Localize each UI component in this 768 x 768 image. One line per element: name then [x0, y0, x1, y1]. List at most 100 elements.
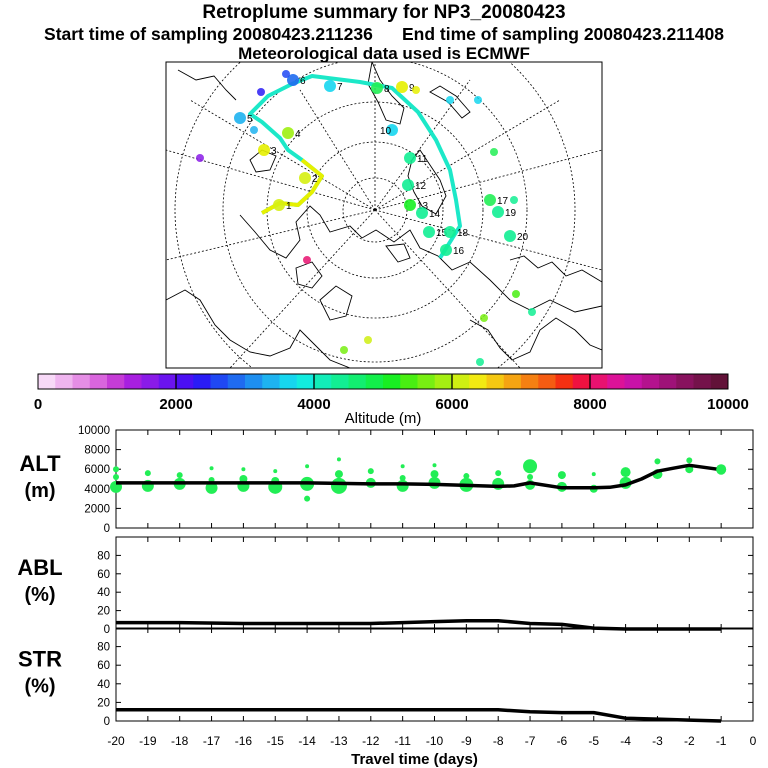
colorbar-segment — [538, 374, 556, 389]
y-tick-label: 0 — [104, 624, 110, 636]
colorbar-segment — [555, 374, 574, 389]
x-tick-label: -14 — [298, 734, 316, 748]
map-day-label-6: 6 — [300, 76, 306, 87]
colorbar-segment — [693, 374, 712, 389]
map-cluster-13 — [404, 199, 416, 211]
x-tick-label: -2 — [684, 734, 695, 748]
map-plume-dot — [303, 256, 311, 264]
colorbar-segment — [245, 374, 263, 389]
map-plume-dot — [510, 196, 518, 204]
x-tick-label: -4 — [620, 734, 631, 748]
x-axis-label: Travel time (days) — [351, 751, 478, 768]
x-tick-label: -3 — [652, 734, 663, 748]
colorbar-segment — [676, 374, 694, 389]
colorbar-tick-label: 4000 — [297, 396, 330, 413]
panel-alt: 0 2000 4000 6000 8000 10000 ALT (m) — [19, 425, 754, 535]
alt-marker — [113, 474, 119, 481]
series-line-alt — [116, 463, 722, 490]
map-day-label-13: 13 — [417, 201, 429, 212]
colorbar-segment — [55, 374, 73, 389]
x-tick-label: -17 — [203, 734, 221, 748]
map-plume-dot — [257, 88, 265, 96]
colorbar-segment — [469, 374, 487, 389]
map-plume-dot — [512, 290, 520, 298]
map-plume-dot — [340, 346, 348, 354]
colorbar-segment — [521, 374, 539, 389]
panel-label-abl: ABL — [17, 555, 62, 580]
map-cluster-10 — [386, 124, 398, 136]
alt-marker — [241, 467, 246, 472]
x-tick-label: -16 — [235, 734, 253, 748]
x-tick-label: -18 — [171, 734, 189, 748]
colorbar-segment — [89, 374, 108, 389]
map-day-label-11: 11 — [417, 154, 428, 165]
map-cluster-20 — [504, 230, 516, 242]
colorbar-segment — [210, 374, 229, 389]
map-plume-dot — [446, 96, 454, 104]
alt-marker — [495, 470, 502, 477]
map-plume-dot — [364, 336, 372, 344]
met-data-label: Meteorological data used is ECMWF — [238, 44, 530, 63]
alt-marker — [686, 457, 693, 464]
map-cluster-16 — [440, 244, 452, 256]
panel-frame — [115, 627, 754, 722]
colorbar-segment — [434, 374, 453, 389]
alt-marker — [336, 457, 341, 462]
panel-str: 0 20 40 60 80 STR (%) — [18, 627, 754, 728]
alt-marker — [591, 472, 596, 477]
colorbar-segment — [659, 374, 677, 389]
x-tick-label: -5 — [588, 734, 599, 748]
y-tick-label: 20 — [97, 697, 110, 709]
map-plume-dot — [474, 96, 482, 104]
colorbar-segment — [503, 374, 522, 389]
panel-unit-str: (%) — [24, 676, 55, 698]
map-cluster-19 — [492, 206, 504, 218]
map-day-label-14: 14 — [429, 209, 441, 220]
panel-unit-abl: (%) — [24, 584, 55, 606]
alt-marker — [463, 473, 470, 480]
map-cluster-18 — [444, 226, 456, 238]
colorbar-tick-label: 0 — [34, 396, 42, 413]
y-tick-label: 80 — [97, 550, 110, 562]
colorbar-segment — [383, 374, 401, 389]
map-day-label-7: 7 — [337, 82, 343, 93]
alt-marker — [176, 472, 183, 479]
y-tick-label: 0 — [104, 523, 110, 535]
map-plume-dot — [282, 70, 290, 78]
map-cluster-14 — [416, 207, 428, 219]
y-tick-label: 40 — [97, 587, 110, 599]
colorbar-tick-label: 6000 — [435, 396, 468, 413]
y-tick-label: 6000 — [84, 464, 110, 476]
end-time-label: End time of sampling 20080423.211408 — [402, 24, 724, 44]
colorbar-segment — [710, 374, 729, 389]
alt-marker — [205, 481, 218, 494]
y-tick-label: 40 — [97, 679, 110, 691]
colorbar-segment — [314, 374, 332, 389]
map-cluster-5 — [234, 112, 246, 124]
alt-marker — [239, 475, 248, 483]
map-cluster-11 — [404, 152, 416, 164]
colorbar-tick-label: 10000 — [707, 396, 749, 413]
x-tick-label: -9 — [461, 734, 472, 748]
x-tick-label: -20 — [107, 734, 125, 748]
panel-abl: 0 20 40 60 80 ABL (%) — [17, 536, 754, 636]
map-day-label-17: 17 — [497, 196, 509, 207]
x-tick-label: -13 — [330, 734, 348, 748]
x-tick-label: -8 — [493, 734, 504, 748]
map-day-label-10: 10 — [380, 126, 392, 137]
colorbar-segment — [486, 374, 505, 389]
colorbar-segment — [331, 374, 349, 389]
y-tick-label: 10000 — [78, 425, 110, 437]
chart-title: Retroplume summary for NP3_20080423 — [202, 2, 566, 23]
colorbar-segment — [176, 374, 194, 389]
colorbar-segment — [107, 374, 125, 389]
colorbar-axis-label: Altitude (m) — [345, 410, 422, 427]
map-cluster-2 — [299, 172, 311, 184]
y-tick-label: 2000 — [84, 503, 110, 515]
colorbar-segment — [296, 374, 315, 389]
map-plume-dot — [250, 126, 258, 134]
map-plume-dot — [476, 358, 484, 366]
map-day-label-5: 5 — [247, 114, 253, 125]
colorbar-segment — [452, 374, 470, 389]
